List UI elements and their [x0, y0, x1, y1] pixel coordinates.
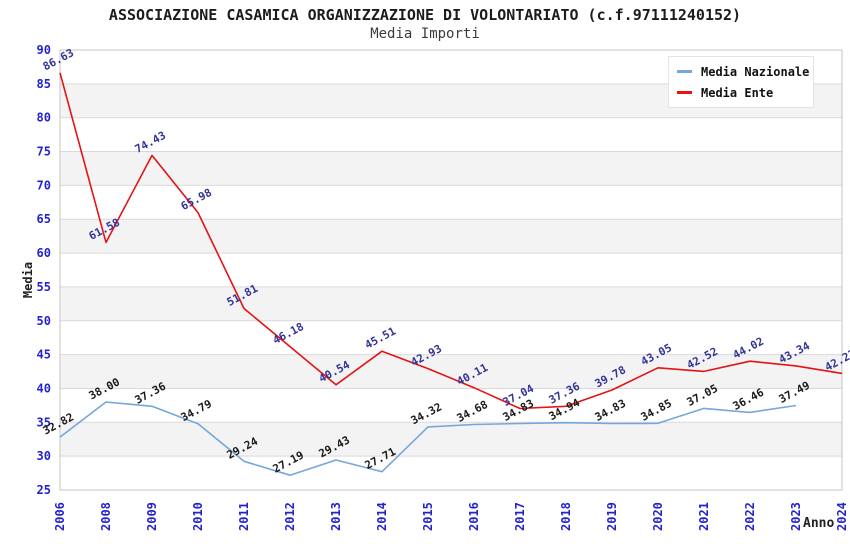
x-tick-label: 2008	[99, 502, 113, 531]
legend-swatch-media-ente-icon	[677, 91, 692, 94]
y-tick-label: 90	[37, 43, 51, 57]
y-axis-title: Media	[21, 261, 35, 299]
y-tick-label: 80	[37, 111, 51, 125]
plot-band	[60, 388, 842, 423]
plot-band	[60, 320, 842, 355]
x-tick-label: 2006	[53, 502, 67, 531]
plot-band	[60, 456, 842, 490]
x-tick-label: 2012	[283, 502, 297, 531]
series-line-1	[59, 72, 843, 410]
plot-border	[59, 49, 843, 491]
x-tick-label: 2023	[789, 502, 803, 531]
y-tick-label: 65	[37, 212, 51, 226]
chart-subtitle: Media Importi	[370, 26, 480, 42]
y-tick-label: 75	[37, 145, 51, 159]
legend-item-media-nazionale: Media Nazionale	[677, 61, 813, 82]
x-tick-label: 2024	[835, 502, 849, 531]
x-tick-label: 2016	[467, 502, 481, 531]
x-tick-label: 2020	[651, 502, 665, 531]
y-tick-label: 85	[37, 77, 51, 91]
plot-band	[60, 185, 842, 220]
plot-band	[60, 151, 842, 186]
legend-label-media-nazionale: Media Nazionale	[701, 64, 810, 79]
x-tick-label: 2018	[559, 502, 573, 531]
y-tick-label: 60	[37, 246, 51, 260]
y-tick-label: 35	[37, 415, 51, 429]
y-tick-label: 40	[37, 381, 51, 395]
legend-swatch-media-nazionale-icon	[677, 70, 692, 73]
y-tick-label: 45	[37, 348, 51, 362]
plot-band	[60, 286, 842, 321]
y-tick-label: 50	[37, 314, 51, 328]
series-line-0	[59, 401, 797, 477]
plot-band	[60, 422, 842, 457]
y-tick-label: 25	[37, 483, 51, 497]
chart-title: ASSOCIAZIONE CASAMICA ORGANIZZAZIONE DI …	[108, 6, 742, 24]
x-tick-label: 2021	[697, 502, 711, 531]
y-tick-label: 30	[37, 449, 51, 463]
legend-label-media-ente: Media Ente	[701, 85, 774, 100]
legend: Media Nazionale Media Ente	[668, 56, 814, 108]
x-tick-label: 2019	[605, 502, 619, 531]
x-tick-label: 2010	[191, 502, 205, 531]
plot-band	[60, 219, 842, 254]
x-tick-label: 2011	[237, 502, 251, 531]
legend-item-media-ente: Media Ente	[677, 82, 813, 103]
plot-band	[60, 117, 842, 152]
plot-band	[60, 354, 842, 389]
x-tick-label: 2013	[329, 502, 343, 531]
x-tick-label: 2009	[145, 502, 159, 531]
x-tick-label: 2022	[743, 502, 757, 531]
x-tick-label: 2017	[513, 502, 527, 531]
x-tick-label: 2014	[375, 502, 389, 531]
plot-band	[60, 253, 842, 287]
x-tick-label: 2015	[421, 502, 435, 531]
x-axis-title: Anno	[803, 516, 835, 531]
y-tick-label: 55	[37, 280, 51, 294]
y-tick-label: 70	[37, 178, 51, 192]
